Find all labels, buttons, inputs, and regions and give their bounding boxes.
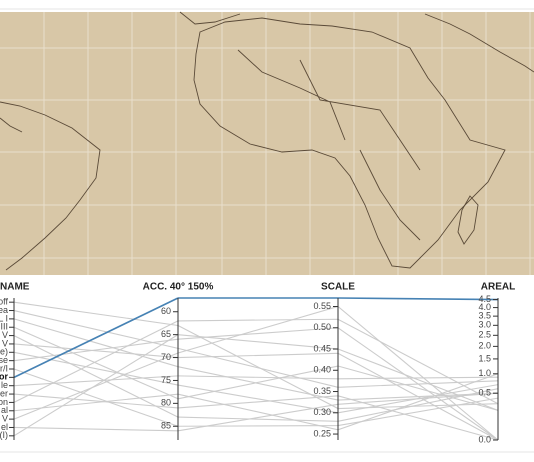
name-link (13, 301, 179, 327)
name-label: el (1, 422, 8, 432)
parallel-coordinates: NAME ACC. 40° 150% 60 65 70 75 80 85 SCALE 0.55 0.… (0, 282, 515, 445)
axis-header: ACC. 40° 150% (143, 282, 214, 293)
name-link (13, 320, 179, 403)
tick-label: 0.0 (478, 434, 491, 444)
name-label: al (1, 405, 8, 415)
name-link (13, 338, 179, 362)
name-label: off (0, 297, 8, 307)
name-label: V (2, 413, 8, 423)
name-link (13, 326, 179, 400)
tick-label: 3.5 (478, 311, 491, 321)
name-label: III (0, 322, 8, 332)
graticule (0, 12, 534, 275)
name-label: r/I (0, 363, 8, 373)
axis-header: AREAL (481, 282, 515, 293)
tick-label: 0.25 (313, 428, 331, 438)
tick-label: 0.30 (313, 407, 331, 417)
tick-label: 3.0 (478, 320, 491, 330)
tick-label: 75 (161, 375, 171, 385)
tick-label: 4.0 (478, 302, 491, 312)
map-background (0, 12, 534, 275)
name-link (13, 343, 179, 359)
axis-header: SCALE (321, 282, 355, 293)
name-label: le (1, 380, 8, 390)
series-lines (13, 297, 499, 441)
tick-label: 0.50 (313, 322, 331, 332)
name-link (13, 393, 179, 409)
name-label: V (2, 330, 8, 340)
name-label: se (0, 355, 8, 365)
axis-header: NAME (0, 282, 30, 293)
tick-label: 60 (161, 306, 171, 316)
name-link (13, 297, 179, 379)
tick-label: 70 (161, 352, 171, 362)
tick-label: 0.5 (478, 388, 491, 398)
name-label: er (0, 388, 8, 398)
tick-label: 65 (161, 329, 171, 339)
name-label: L I (0, 313, 8, 323)
name-link (13, 426, 179, 432)
tick-label: 0.40 (313, 365, 331, 375)
name-link (13, 335, 179, 418)
tick-label: 0.45 (313, 343, 331, 353)
tick-label: 85 (161, 421, 171, 431)
tick-label: 80 (161, 398, 171, 408)
tick-label: 0.35 (313, 386, 331, 396)
name-label: or (0, 372, 8, 382)
coastlines (0, 11, 534, 271)
name-label: e) (0, 347, 8, 357)
name-link (13, 351, 179, 386)
tick-label: 0.55 (313, 301, 331, 311)
name-link (13, 318, 179, 368)
name-label: ea (0, 305, 8, 315)
name-label: V (2, 338, 8, 348)
name-label: on (0, 397, 8, 407)
name-link (13, 375, 179, 387)
tick-label: 4.5 (478, 294, 491, 304)
name-link (13, 352, 179, 420)
map (0, 11, 534, 275)
name-label: (I) (0, 430, 8, 440)
tick-label: 1.0 (478, 368, 491, 378)
tick-label: 2.0 (478, 341, 491, 351)
tick-label: 1.5 (478, 353, 491, 363)
tick-label: 2.5 (478, 330, 491, 340)
name-link (13, 309, 179, 349)
name-link (13, 368, 179, 427)
name-link (13, 334, 179, 437)
